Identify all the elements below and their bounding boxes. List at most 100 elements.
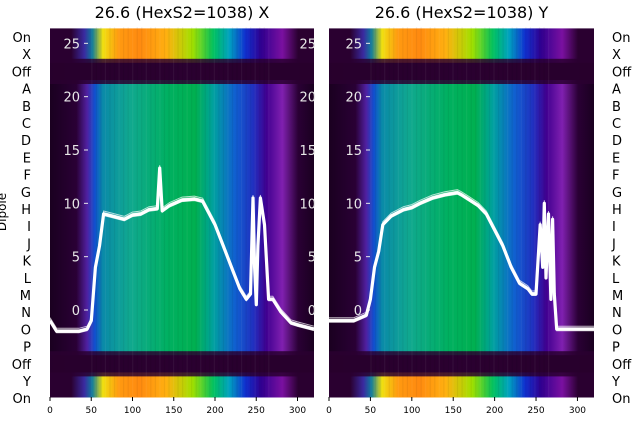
heatmap-row — [329, 252, 594, 270]
off-band — [329, 58, 594, 84]
y-axis-label: Dipole — [0, 193, 9, 231]
heatmap-row — [329, 148, 594, 167]
dipole-label: L — [24, 272, 32, 287]
dipole-label: On — [612, 31, 630, 46]
off-band — [329, 351, 594, 377]
dipole-label: L — [612, 272, 620, 287]
heatmap-texture — [245, 27, 247, 397]
x-tick-label: 50 — [86, 406, 98, 416]
heatmap-texture — [191, 27, 193, 397]
heatmap-texture — [100, 27, 102, 397]
heatmap-texture — [213, 27, 215, 397]
dipole-label: F — [24, 169, 31, 184]
heatmap-row — [50, 303, 314, 322]
heatmap-texture — [113, 27, 116, 397]
dipole-label: I — [612, 220, 616, 235]
overlay-tick-label-right: 15 — [299, 144, 316, 159]
dipole-label: X — [22, 48, 31, 63]
x-tick-label: 100 — [403, 406, 420, 416]
heatmap-texture — [420, 27, 422, 397]
overlay-tick-label: 25 — [345, 37, 362, 52]
dipole-label: On — [13, 31, 31, 46]
heatmap-texture — [475, 27, 477, 397]
heatmap-row — [50, 97, 314, 115]
dipole-label: X — [612, 48, 621, 63]
heatmap-texture — [91, 27, 93, 397]
heatmap-texture — [438, 27, 440, 397]
overlay-tick-label: 10 — [345, 197, 362, 212]
heatmap-texture — [538, 27, 541, 397]
heatmap-texture — [447, 27, 450, 397]
x-tick-label: 150 — [165, 406, 182, 416]
heatmap-row — [329, 97, 594, 115]
heatmap-texture — [182, 27, 184, 397]
heatmap-texture — [434, 27, 436, 397]
overlay-tick-label: 25 — [63, 37, 80, 52]
heatmap-texture — [525, 27, 527, 397]
heatmap-texture — [429, 27, 431, 397]
heatmap-row — [329, 131, 594, 150]
overlay-tick-label: 15 — [345, 144, 362, 159]
overlay-tick-label-right: 0 — [308, 304, 316, 319]
heatmap-row — [329, 80, 594, 98]
dipole-label: P — [23, 341, 31, 356]
heatmap-row — [329, 234, 594, 253]
heatmap-row — [329, 303, 594, 322]
heatmap-row — [50, 131, 314, 150]
heatmap-texture — [388, 27, 390, 397]
dipole-label: M — [612, 289, 623, 304]
heatmap-texture — [461, 27, 463, 397]
heatmap-texture — [154, 27, 156, 397]
overlay-tick-label: 0 — [72, 304, 80, 319]
heatmap-texture — [529, 27, 532, 397]
heatmap-texture — [236, 27, 238, 397]
heatmap-row — [50, 234, 314, 253]
overlay-tick-label: 0 — [354, 304, 362, 319]
heatmap-texture — [136, 27, 138, 397]
heatmap-texture — [268, 27, 270, 397]
heatmap-texture — [374, 27, 377, 397]
heatmap-row — [50, 183, 314, 201]
heatmap-texture — [177, 27, 179, 397]
x-tick-label: 200 — [206, 406, 223, 416]
chart-title: 26.6 (HexS2=1038) X — [95, 3, 270, 22]
heatmap-row — [50, 166, 314, 184]
x-tick-label: 50 — [365, 406, 377, 416]
heatmap-texture — [95, 27, 97, 397]
heatmap-row — [329, 166, 594, 184]
heatmap-row — [329, 28, 594, 47]
heatmap-texture — [168, 27, 170, 397]
heatmap-texture — [411, 27, 413, 397]
dipole-label: O — [21, 323, 31, 338]
dipole-label: N — [21, 306, 31, 321]
heatmap-row — [50, 389, 314, 398]
heatmap-texture — [218, 27, 220, 397]
x-tick-label: 0 — [326, 406, 332, 416]
dipole-label: J — [611, 237, 616, 252]
dipole-label: P — [612, 341, 620, 356]
heatmap-texture — [443, 27, 445, 397]
dipole-label: C — [612, 117, 621, 132]
dipole-label: Off — [12, 65, 32, 80]
heatmap-texture — [497, 27, 500, 397]
dipole-label: Y — [611, 375, 620, 390]
heatmap-row — [329, 320, 594, 339]
heatmap-texture — [520, 27, 522, 397]
dipole-label: H — [21, 203, 31, 218]
heatmap-texture — [493, 27, 495, 397]
heatmap-row — [329, 217, 594, 236]
x-tick-label: 200 — [486, 406, 503, 416]
x-tick-label: 0 — [47, 406, 53, 416]
x-tick-label: 100 — [124, 406, 141, 416]
heatmap-texture — [379, 27, 381, 397]
off-band — [50, 351, 314, 377]
heatmap-texture — [109, 27, 111, 397]
x-tick-label: 250 — [248, 406, 265, 416]
overlay-tick-label-right: 25 — [299, 37, 316, 52]
dipole-label: On — [612, 392, 630, 407]
dipole-label: J — [26, 237, 31, 252]
heatmap-texture — [384, 27, 386, 397]
off-band — [50, 58, 314, 84]
